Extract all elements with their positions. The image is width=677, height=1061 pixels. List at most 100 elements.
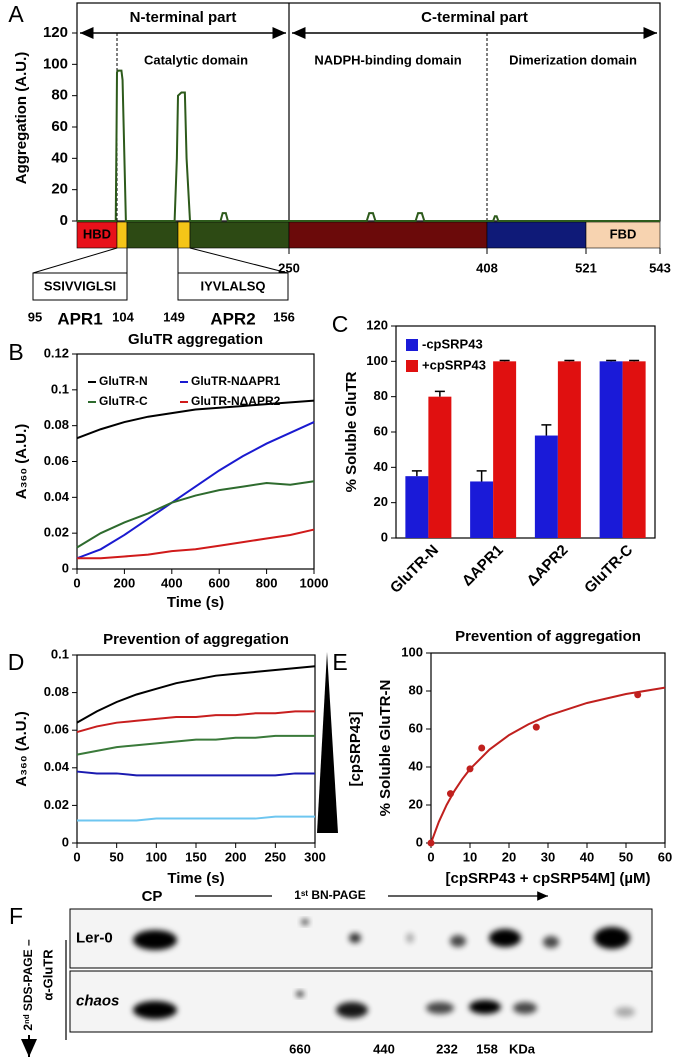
apr-box bbox=[32, 272, 128, 301]
domain-segment bbox=[116, 221, 128, 249]
legend-swatch bbox=[406, 360, 418, 372]
y-axis-label: A₃₆₀ (A.U.) bbox=[13, 424, 30, 500]
y-axis-label: % Soluble GluTR bbox=[343, 371, 360, 492]
x-tick-label: 0 bbox=[73, 575, 80, 590]
boundary-label: 543 bbox=[649, 260, 671, 275]
x-tick-label: 250 bbox=[264, 849, 286, 864]
row-label: chaos bbox=[76, 992, 119, 1009]
plot-frame bbox=[430, 652, 666, 844]
bar bbox=[470, 481, 494, 538]
series-line bbox=[76, 734, 315, 756]
concentration-wedge bbox=[317, 652, 338, 833]
x-tick-label: ΔAPR1 bbox=[459, 542, 507, 590]
x-tick-label: 0 bbox=[427, 849, 434, 864]
x-axis-label: Time (s) bbox=[167, 594, 224, 611]
data-point bbox=[447, 790, 454, 798]
panel-label: C bbox=[332, 311, 349, 337]
y-axis-label: A₃₆₀ (A.U.) bbox=[13, 711, 30, 787]
data-point bbox=[532, 723, 540, 731]
gel-band bbox=[336, 1002, 368, 1018]
gel-band bbox=[489, 929, 521, 947]
apr-name: APR2 bbox=[210, 309, 255, 328]
label-bg bbox=[272, 888, 388, 904]
error-bar bbox=[606, 359, 617, 362]
size-marker: 158 bbox=[476, 1041, 498, 1056]
y-tick-label: 0 bbox=[62, 560, 69, 575]
y-tick-label: 0.08 bbox=[44, 417, 69, 432]
error-bar bbox=[541, 424, 552, 436]
size-marker: 232 bbox=[436, 1041, 458, 1056]
x-axis-label: [cpSRP43 + cpSRP54M] (µM) bbox=[446, 870, 651, 887]
aggregation-profile bbox=[77, 69, 660, 222]
gel-strip bbox=[69, 970, 653, 1033]
y-tick-label: 0.1 bbox=[51, 381, 69, 396]
data-point bbox=[634, 691, 642, 699]
part-label: C-terminal part bbox=[421, 9, 528, 26]
domain-segment bbox=[189, 221, 290, 249]
y-tick-label: 100 bbox=[366, 353, 388, 368]
chart-title: GluTR aggregation bbox=[128, 331, 263, 348]
y-tick-label: 0 bbox=[60, 212, 68, 229]
legend-label: -cpSRP43 bbox=[422, 336, 483, 351]
error-bar bbox=[629, 359, 640, 362]
y-tick-label: 100 bbox=[43, 55, 68, 72]
y-tick-label: 0 bbox=[381, 529, 388, 544]
apr-end: 104 bbox=[112, 309, 134, 324]
error-bar bbox=[499, 359, 510, 362]
x-tick-label: 1000 bbox=[300, 575, 329, 590]
x-tick-label: GluTR-C bbox=[581, 542, 636, 597]
legend-label: +cpSRP43 bbox=[422, 357, 486, 372]
boundary-label: 521 bbox=[575, 260, 597, 275]
y-tick-label: 0 bbox=[62, 834, 69, 849]
apr-box bbox=[177, 272, 289, 301]
row-label: Ler-0 bbox=[76, 929, 113, 946]
x-tick-label: 200 bbox=[225, 849, 247, 864]
x-tick-label: 50 bbox=[109, 849, 123, 864]
data-point bbox=[466, 765, 474, 773]
domain-label: Catalytic domain bbox=[144, 52, 248, 67]
y-tick-label: 20 bbox=[374, 494, 388, 509]
gel-band bbox=[426, 1002, 454, 1014]
legend-label: GluTR-N bbox=[99, 374, 148, 388]
bar bbox=[428, 396, 452, 538]
x-axis-label: Time (s) bbox=[167, 870, 224, 887]
gel-band bbox=[296, 991, 304, 997]
y-tick-label: 120 bbox=[366, 317, 388, 332]
bar bbox=[557, 361, 581, 538]
size-marker: 660 bbox=[289, 1041, 311, 1056]
x-tick-label: ΔAPR2 bbox=[524, 542, 572, 590]
y-tick-label: 0.02 bbox=[44, 797, 69, 812]
y-tick-label: 100 bbox=[401, 644, 423, 659]
series-line bbox=[77, 815, 315, 822]
plot-frame bbox=[76, 654, 316, 844]
bar bbox=[622, 361, 646, 538]
x-tick-label: 10 bbox=[463, 849, 477, 864]
legend-label: GluTR-C bbox=[99, 394, 148, 408]
y-axis-label: % Soluble GluTR-N bbox=[377, 680, 394, 817]
fit-curve bbox=[430, 686, 666, 844]
y-tick-label: 40 bbox=[409, 758, 423, 773]
y-tick-label: 0.02 bbox=[44, 525, 69, 540]
error-bar bbox=[476, 470, 487, 482]
panel-label: E bbox=[332, 649, 347, 675]
gel-band bbox=[133, 930, 177, 950]
gel-band bbox=[301, 919, 309, 925]
panel-label: F bbox=[9, 903, 23, 929]
gel-band bbox=[615, 1007, 635, 1017]
gel-band bbox=[543, 936, 559, 948]
apr-name: APR1 bbox=[57, 309, 102, 328]
series-line bbox=[76, 770, 315, 777]
plot-frame bbox=[76, 2, 661, 222]
x-tick-label: 30 bbox=[541, 849, 555, 864]
marker-unit: KDa bbox=[509, 1041, 536, 1056]
size-marker: 440 bbox=[373, 1041, 395, 1056]
apr-connector bbox=[32, 247, 118, 274]
panel-label: D bbox=[8, 649, 25, 675]
x-tick-label: 40 bbox=[580, 849, 594, 864]
series-line bbox=[76, 399, 315, 440]
apr-sequence: SSIVVIGLSI bbox=[44, 278, 116, 293]
domain-segment bbox=[486, 221, 587, 249]
error-bar bbox=[411, 470, 422, 477]
domain-segment bbox=[76, 221, 118, 249]
data-point bbox=[478, 744, 486, 752]
